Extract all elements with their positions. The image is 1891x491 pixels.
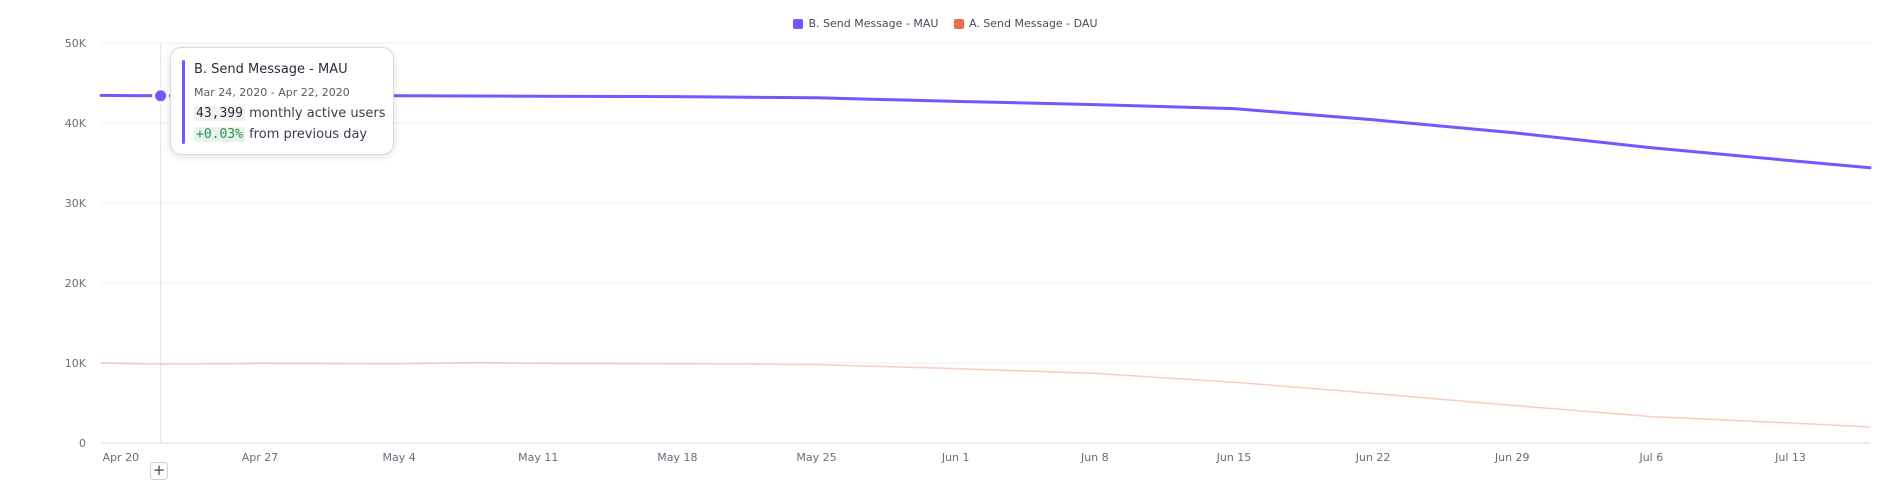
y-tick-label: 20K <box>65 277 87 290</box>
x-tick-label: Jul 6 <box>1638 451 1663 464</box>
chart-legend: B. Send Message - MAU A. Send Message - … <box>0 17 1891 32</box>
tooltip-change-row: +0.03% from previous day <box>194 127 367 142</box>
x-tick-label: Jun 15 <box>1216 451 1252 464</box>
tooltip-title: B. Send Message - MAU <box>194 62 348 77</box>
legend-label-dau: A. Send Message - DAU <box>968 17 1098 30</box>
legend-label-mau: B. Send Message - MAU <box>808 17 939 30</box>
x-tick-label: Jul 13 <box>1774 451 1806 464</box>
tooltip-series-color-bar <box>182 60 185 144</box>
legend-item-dau[interactable]: A. Send Message - DAU <box>953 17 1098 30</box>
y-tick-label: 40K <box>65 117 87 130</box>
tooltip-change: +0.03% <box>194 127 245 142</box>
y-tick-label: 10K <box>65 357 87 370</box>
tooltip-value-row: 43,399 monthly active users <box>194 106 386 121</box>
legend-swatch-mau <box>793 18 804 29</box>
x-tick-label: Apr 27 <box>242 451 279 464</box>
add-annotation-button[interactable]: + <box>150 462 168 480</box>
x-tick-label: May 4 <box>383 451 416 464</box>
x-tick-label: May 18 <box>657 451 697 464</box>
x-tick-label: Apr 20 <box>103 451 140 464</box>
tooltip-date-range: Mar 24, 2020 - Apr 22, 2020 <box>194 86 350 99</box>
tooltip-change-suffix: from previous day <box>249 127 368 142</box>
x-tick-label: Jun 1 <box>941 451 970 464</box>
x-tick-label: May 11 <box>518 451 558 464</box>
x-tick-label: Jun 22 <box>1355 451 1391 464</box>
x-tick-label: May 25 <box>796 451 836 464</box>
x-tick-label: Jun 29 <box>1494 451 1530 464</box>
y-tick-label: 30K <box>65 197 87 210</box>
y-tick-label: 0 <box>79 437 86 450</box>
x-tick-label: Jun 8 <box>1080 451 1109 464</box>
y-tick-label: 50K <box>65 37 87 50</box>
legend-item-mau[interactable]: B. Send Message - MAU <box>793 17 938 30</box>
series-line-dau <box>100 361 1871 428</box>
tooltip-value-suffix: monthly active users <box>249 106 386 121</box>
legend-swatch-dau <box>953 18 964 29</box>
highlight-point <box>152 87 170 105</box>
hover-tooltip: B. Send Message - MAU Mar 24, 2020 - Apr… <box>170 47 394 155</box>
tooltip-value: 43,399 <box>194 106 245 121</box>
